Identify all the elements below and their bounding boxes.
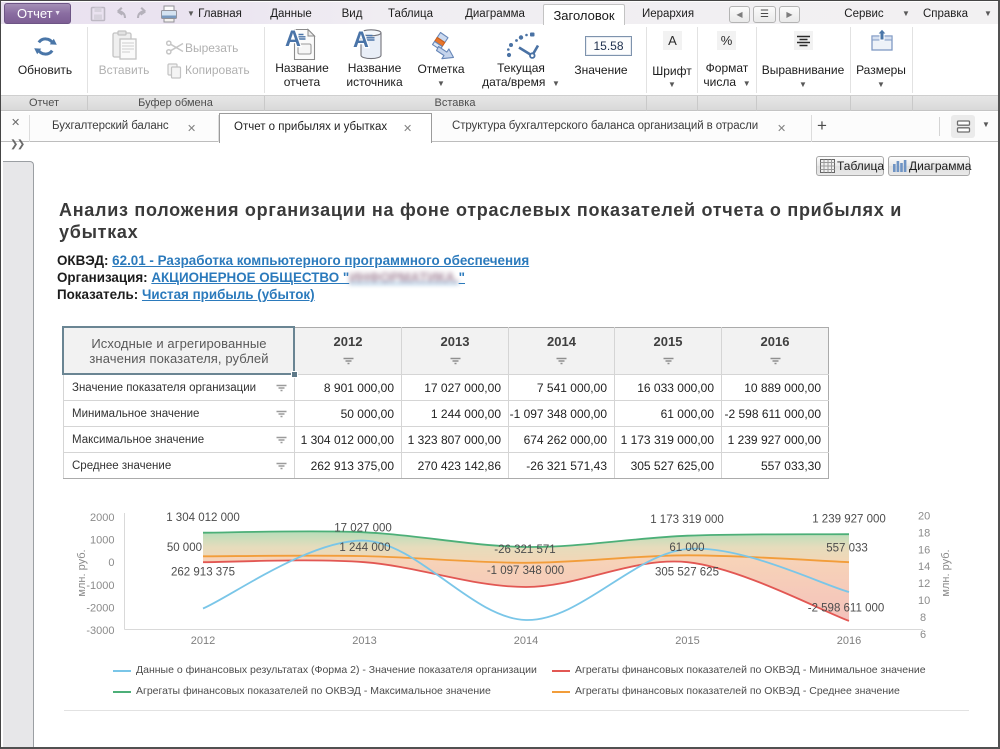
svg-text:50 000: 50 000 (167, 542, 202, 554)
svg-text:1 239 927 000: 1 239 927 000 (812, 514, 886, 526)
svg-text:-26 321 571: -26 321 571 (494, 544, 555, 556)
svg-text:8: 8 (920, 612, 926, 624)
svg-text:млн. руб.: млн. руб. (76, 549, 88, 596)
svg-text:1 173 319 000: 1 173 319 000 (650, 514, 724, 526)
svg-text:2013: 2013 (352, 635, 376, 647)
svg-text:A: A (285, 28, 301, 51)
svg-text:6: 6 (920, 629, 926, 641)
svg-text:305 527 625: 305 527 625 (655, 567, 719, 579)
svg-text:16: 16 (918, 544, 930, 556)
svg-text:-1000: -1000 (86, 580, 114, 592)
svg-text:1 244 000: 1 244 000 (339, 542, 390, 554)
svg-text:A: A (353, 28, 369, 52)
svg-text:20: 20 (918, 511, 930, 523)
svg-text:2016: 2016 (837, 635, 861, 647)
svg-text:2015: 2015 (675, 635, 699, 647)
svg-text:2012: 2012 (191, 635, 215, 647)
svg-text:-2 598 611 000: -2 598 611 000 (808, 603, 885, 615)
svg-text:10: 10 (918, 595, 930, 607)
svg-text:17 027 000: 17 027 000 (334, 523, 392, 535)
svg-text:18: 18 (918, 527, 930, 539)
svg-text:12: 12 (918, 578, 930, 590)
svg-text:1000: 1000 (90, 535, 114, 547)
svg-text:2000: 2000 (90, 512, 114, 524)
svg-text:557 033: 557 033 (826, 543, 868, 555)
svg-text:млн. руб.: млн. руб. (940, 549, 952, 596)
svg-text:-2000: -2000 (86, 602, 114, 614)
svg-text:-3000: -3000 (86, 625, 114, 637)
svg-text:0: 0 (108, 557, 114, 569)
svg-text:262 913 375: 262 913 375 (171, 567, 235, 579)
svg-text:1 304 012 000: 1 304 012 000 (166, 512, 240, 524)
svg-text:14: 14 (918, 561, 930, 573)
svg-text:-1 097 348 000: -1 097 348 000 (487, 565, 564, 577)
svg-text:61 000: 61 000 (669, 542, 704, 554)
svg-text:2014: 2014 (514, 635, 538, 647)
